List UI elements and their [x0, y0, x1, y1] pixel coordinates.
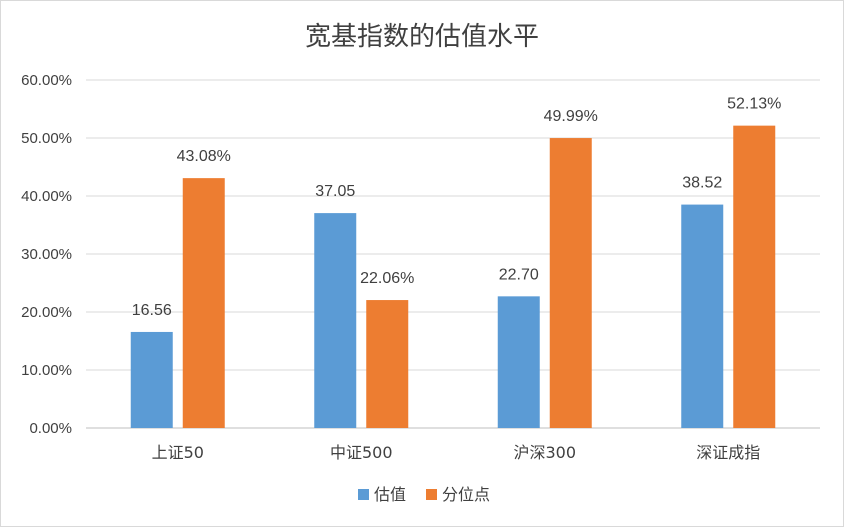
y-axis-ticks: 0.00% 10.00% 20.00% 30.00% 40.00% 50.00% 60.00…: [21, 72, 72, 437]
bar-valuation: [681, 204, 724, 428]
x-category-label: 深证成指: [696, 443, 760, 462]
bar-percentile: [733, 125, 776, 429]
bar-valuation: [314, 213, 357, 428]
data-label: 37.05: [315, 183, 355, 200]
x-category-label: 沪深300: [513, 443, 576, 462]
x-category-label: 中证500: [330, 443, 393, 462]
data-label: 16.56: [132, 302, 172, 319]
x-axis-categories: 上证50 中证500 沪深300 深证成指: [152, 443, 761, 462]
y-tick-label: 0.00%: [29, 420, 72, 437]
bar-valuation: [130, 331, 173, 428]
legend-swatch: [358, 489, 369, 500]
y-tick-label: 10.00%: [21, 362, 72, 379]
legend-swatch: [426, 489, 437, 500]
chart-title: 宽基指数的估值水平: [305, 22, 539, 52]
y-tick-label: 60.00%: [21, 72, 72, 89]
y-tick-label: 50.00%: [21, 130, 72, 147]
data-labels: 16.56 43.08% 37.05 22.06% 22.70 49.99% 38.52 52…: [132, 96, 782, 319]
legend-label: 估值: [374, 485, 406, 504]
bars: [130, 125, 776, 429]
bar-valuation: [497, 296, 540, 428]
data-label: 38.52: [682, 175, 722, 192]
data-label: 43.08%: [177, 148, 231, 165]
data-label: 22.06%: [360, 270, 414, 287]
data-label: 22.70: [499, 266, 539, 283]
y-tick-label: 20.00%: [21, 304, 72, 321]
y-tick-label: 30.00%: [21, 246, 72, 263]
bar-percentile: [182, 178, 225, 428]
legend: 估值 分位点: [358, 485, 490, 504]
data-label: 49.99%: [544, 108, 598, 125]
bar-percentile: [549, 138, 592, 429]
bar-percentile: [366, 300, 409, 428]
x-category-label: 上证50: [152, 443, 204, 462]
y-tick-label: 40.00%: [21, 188, 72, 205]
data-label: 52.13%: [727, 96, 781, 113]
legend-label: 分位点: [442, 485, 490, 504]
